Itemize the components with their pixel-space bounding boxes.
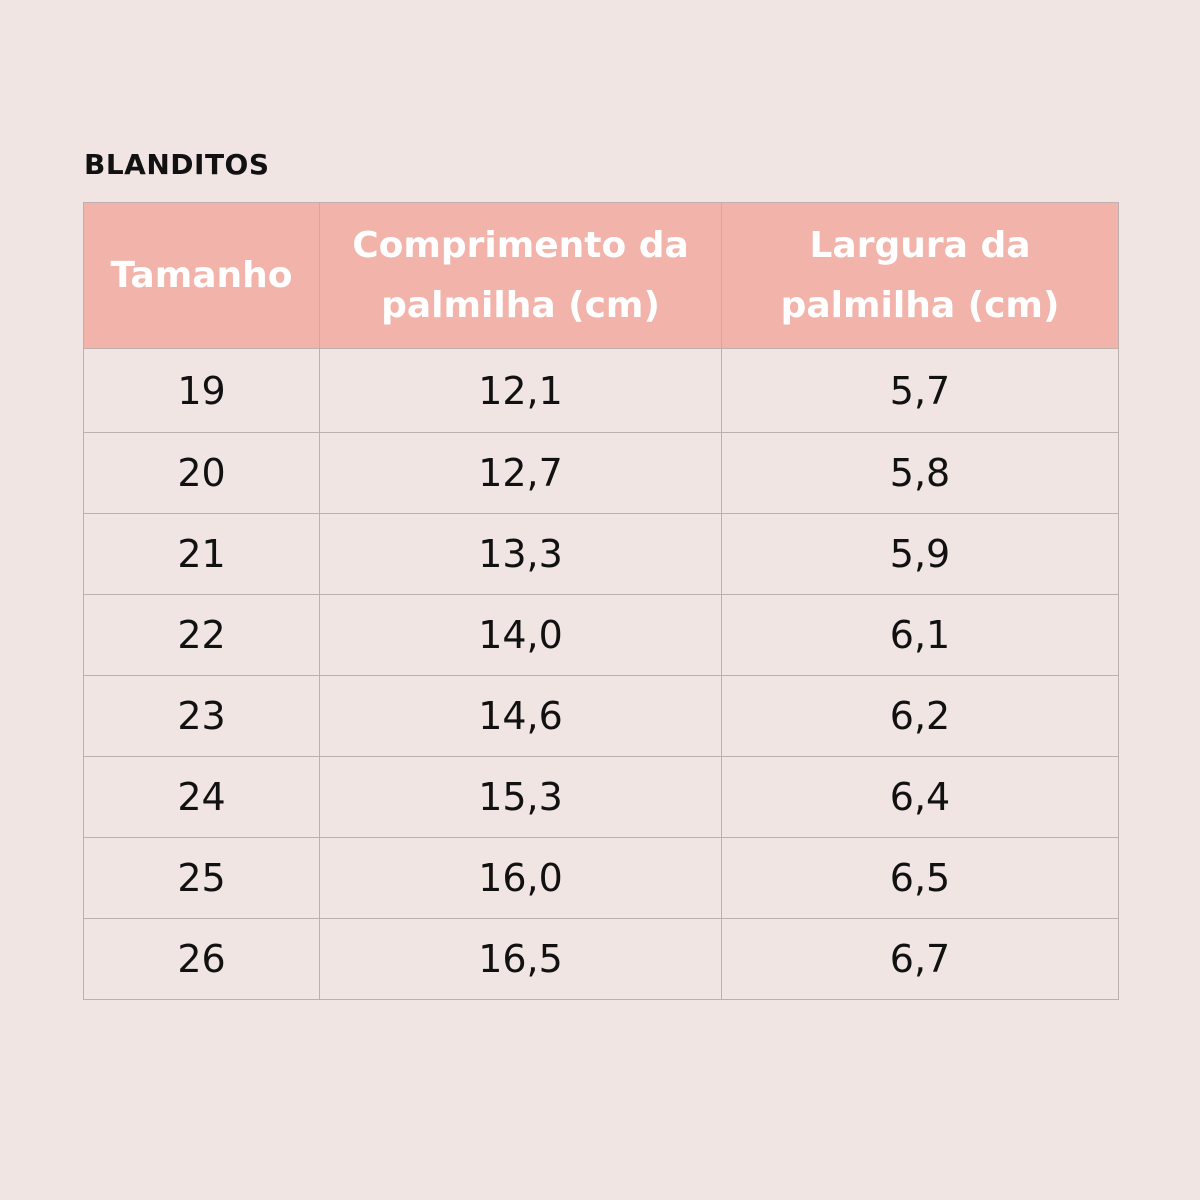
cell-length: 14,6 xyxy=(319,675,722,757)
cell-length: 15,3 xyxy=(319,756,722,838)
cell-size: 19 xyxy=(83,348,320,433)
table-row: 22 14,0 6,1 xyxy=(83,594,1119,676)
header-insole-width: Largura da palmilha (cm) xyxy=(721,202,1119,349)
cell-size: 22 xyxy=(83,594,320,676)
cell-size: 23 xyxy=(83,675,320,757)
table-row: 26 16,5 6,7 xyxy=(83,918,1119,1000)
cell-length: 16,5 xyxy=(319,918,722,1000)
cell-length: 12,7 xyxy=(319,432,722,514)
table-header-row: Tamanho Comprimento da palmilha (cm) Lar… xyxy=(83,202,1119,349)
size-chart-table: Tamanho Comprimento da palmilha (cm) Lar… xyxy=(83,202,1119,1000)
cell-width: 6,1 xyxy=(721,594,1119,676)
cell-length: 14,0 xyxy=(319,594,722,676)
cell-size: 25 xyxy=(83,837,320,919)
header-insole-length: Comprimento da palmilha (cm) xyxy=(319,202,722,349)
cell-size: 20 xyxy=(83,432,320,514)
table-row: 21 13,3 5,9 xyxy=(83,513,1119,595)
table-row: 24 15,3 6,4 xyxy=(83,756,1119,838)
cell-size: 26 xyxy=(83,918,320,1000)
table-row: 20 12,7 5,8 xyxy=(83,432,1119,514)
cell-length: 16,0 xyxy=(319,837,722,919)
cell-width: 6,2 xyxy=(721,675,1119,757)
cell-length: 13,3 xyxy=(319,513,722,595)
table-row: 19 12,1 5,7 xyxy=(83,348,1119,433)
cell-width: 6,4 xyxy=(721,756,1119,838)
cell-width: 6,5 xyxy=(721,837,1119,919)
cell-size: 24 xyxy=(83,756,320,838)
table-row: 23 14,6 6,2 xyxy=(83,675,1119,757)
cell-width: 5,9 xyxy=(721,513,1119,595)
cell-size: 21 xyxy=(83,513,320,595)
cell-width: 5,7 xyxy=(721,348,1119,433)
header-size: Tamanho xyxy=(83,202,320,349)
cell-width: 5,8 xyxy=(721,432,1119,514)
brand-title: BLANDITOS xyxy=(84,148,270,181)
cell-length: 12,1 xyxy=(319,348,722,433)
cell-width: 6,7 xyxy=(721,918,1119,1000)
table-row: 25 16,0 6,5 xyxy=(83,837,1119,919)
